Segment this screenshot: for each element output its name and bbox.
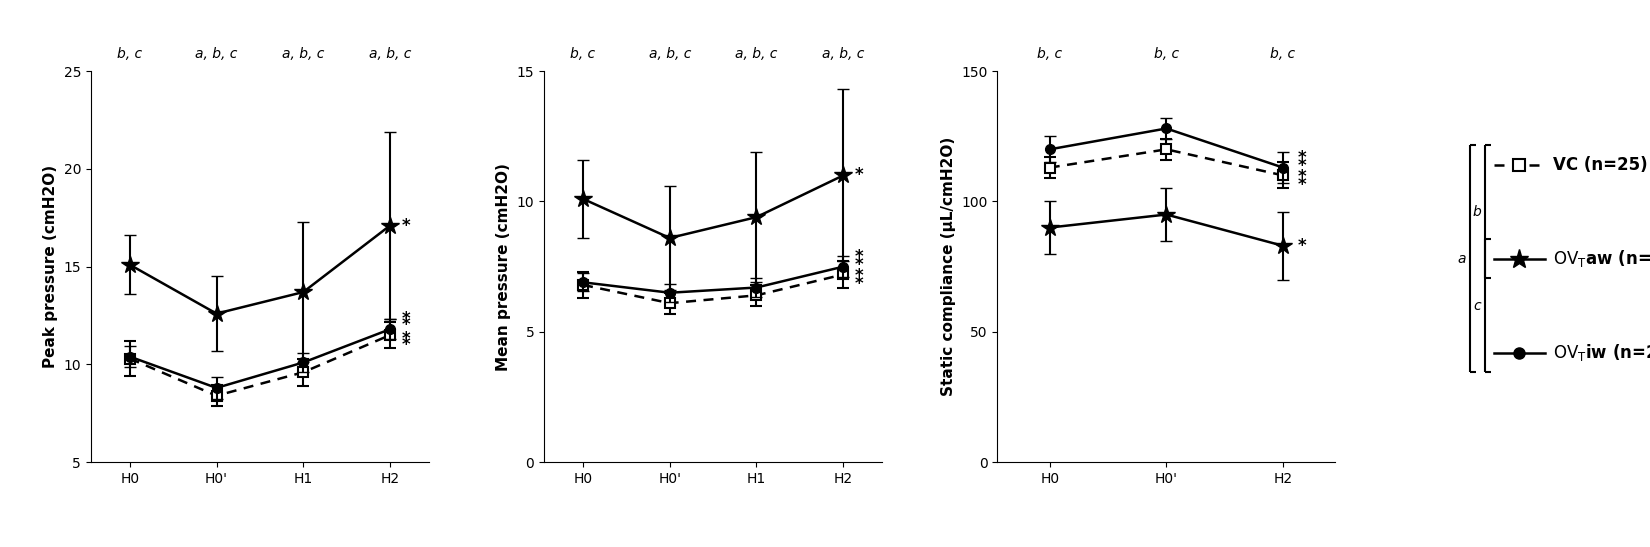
- Text: a, b, c: a, b, c: [195, 48, 238, 61]
- Text: *: *: [855, 275, 863, 293]
- Text: a, b, c: a, b, c: [368, 48, 411, 61]
- Text: b, c: b, c: [571, 48, 596, 61]
- Text: a, b, c: a, b, c: [736, 48, 777, 61]
- Text: a, b, c: a, b, c: [282, 48, 325, 61]
- Text: *: *: [1299, 176, 1307, 194]
- Text: *: *: [401, 217, 409, 235]
- Text: *: *: [855, 248, 863, 266]
- Text: VC (n=25): VC (n=25): [1553, 156, 1647, 174]
- Text: b, c: b, c: [117, 48, 142, 61]
- Text: c: c: [1473, 299, 1482, 313]
- Text: a: a: [1457, 252, 1467, 266]
- Text: b, c: b, c: [1038, 48, 1063, 61]
- Y-axis label: Mean pressure (cmH2O): Mean pressure (cmH2O): [497, 162, 512, 371]
- Text: b: b: [1472, 205, 1482, 219]
- Text: b, c: b, c: [1153, 48, 1180, 61]
- Text: *: *: [855, 255, 863, 274]
- Text: a, b, c: a, b, c: [822, 48, 865, 61]
- Text: *: *: [855, 166, 863, 184]
- Text: *: *: [401, 311, 409, 328]
- Text: *: *: [1299, 237, 1307, 255]
- Text: $\mathrm{OV_T}$aw (n=19): $\mathrm{OV_T}$aw (n=19): [1553, 248, 1650, 269]
- Text: *: *: [1299, 156, 1307, 174]
- Text: *: *: [401, 336, 409, 354]
- Text: $\mathrm{OV_T}$iw (n=21): $\mathrm{OV_T}$iw (n=21): [1553, 342, 1650, 363]
- Text: *: *: [1299, 149, 1307, 167]
- Text: a, b, c: a, b, c: [648, 48, 691, 61]
- Text: b, c: b, c: [1270, 48, 1295, 61]
- Text: *: *: [401, 330, 409, 348]
- Text: *: *: [1299, 168, 1307, 187]
- Text: *: *: [401, 316, 409, 334]
- Text: *: *: [855, 267, 863, 286]
- Y-axis label: Peak pressure (cmH2O): Peak pressure (cmH2O): [43, 165, 58, 368]
- Y-axis label: Static compliance (μL/cmH2O): Static compliance (μL/cmH2O): [940, 137, 955, 396]
